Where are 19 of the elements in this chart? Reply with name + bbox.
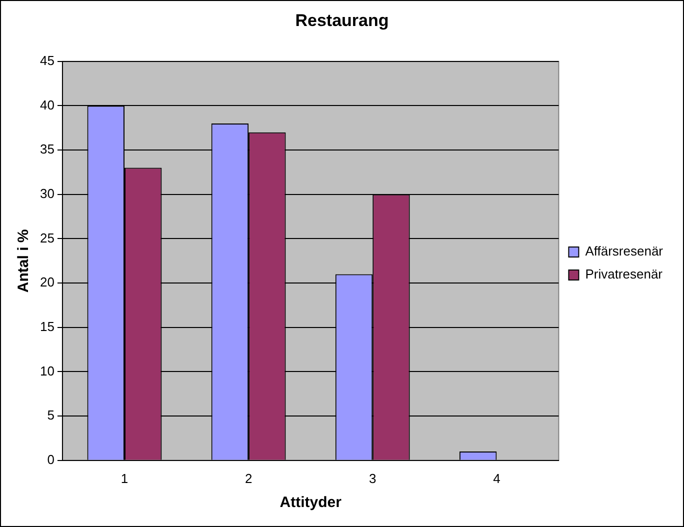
y-tick-label: 0 <box>47 452 54 467</box>
chart-title: Restaurang <box>295 10 389 30</box>
x-tick-label: 3 <box>368 470 376 486</box>
y-tick-label: 35 <box>40 142 54 157</box>
x-tick-label: 4 <box>493 470 500 486</box>
y-tick-label: 20 <box>40 274 54 290</box>
x-axis-title: Attityder <box>280 494 342 512</box>
y-tick-label: 25 <box>40 230 54 246</box>
legend-label: Privatresenär <box>585 266 664 282</box>
y-tick-label: 5 <box>47 408 54 423</box>
x-tick-label: 1 <box>120 470 128 486</box>
y-tick-label: 15 <box>40 318 54 334</box>
y-axis-title: Antal i % <box>15 229 32 293</box>
y-tick-label: 45 <box>40 52 54 68</box>
x-tick-label: 2 <box>244 470 252 486</box>
legend-label: Affärsresenär <box>585 244 664 259</box>
y-tick-label: 10 <box>40 363 54 378</box>
y-tick-label: 30 <box>40 186 54 201</box>
y-tick-label: 40 <box>40 97 54 112</box>
